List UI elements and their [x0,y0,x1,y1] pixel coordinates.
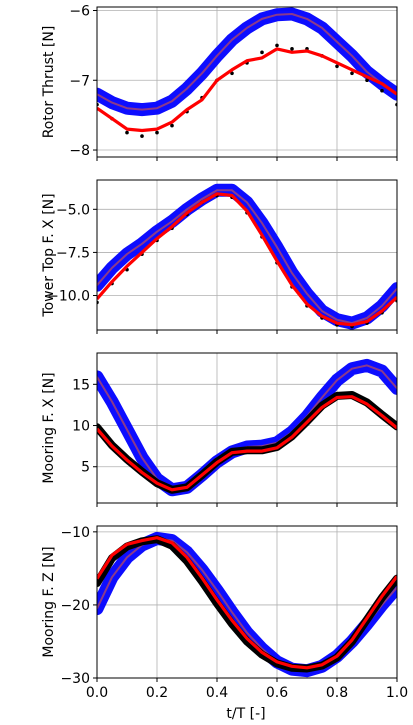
x-tick-label: 0.6 [266,685,288,701]
series-group [97,531,397,678]
y-tick-label: −20 [60,598,90,614]
scatter-point [365,78,369,83]
x-tick-label: 1.0 [386,685,408,701]
y-axis-label: Rotor Thrust [N] [41,26,57,139]
series-line [97,536,397,670]
series-line [97,47,397,133]
scatter-point [170,123,174,128]
panel-3: 5 10 15 Mooring F. X [N] [41,352,398,507]
axes-frame [96,525,398,679]
y-tick-label: −10 [60,525,90,541]
scatter-point [335,64,339,69]
series-group [97,7,397,138]
y-tick-label: −6 [69,3,90,19]
axes-frame [96,352,398,504]
y-tick-label: −7.5 [56,245,90,261]
y-tick-label: 10 [72,419,90,435]
x-tick-label: 0.8 [326,685,348,701]
y-tick-label: −7 [69,73,90,89]
x-tick-label: 0.2 [146,685,168,701]
series-line [97,192,397,327]
axes-frame [96,179,398,331]
series-group [97,358,397,497]
scatter-point [380,88,384,93]
x-tick-label: 0.4 [206,685,228,701]
axes-frame [96,6,398,158]
scatter-point [275,43,279,48]
scatter-point [290,47,294,51]
y-tick-label: 5 [81,460,90,476]
scatter-point [260,50,264,55]
panel-1: −8 −7 −6 Rotor Thrust [N] [41,3,398,161]
series-line [97,189,397,325]
y-axis-label: Tower Top F. X [N] [41,193,57,317]
x-tick-label: 0.0 [86,685,108,701]
series-group [97,183,397,330]
y-tick-label: −8 [69,143,90,159]
scatter-point [125,130,129,135]
y-axis-label: Mooring F. X [N] [41,372,57,483]
scatter-point [155,130,159,135]
y-tick-label: −10.0 [47,289,90,305]
scatter-point [350,71,354,76]
series-line [97,13,397,111]
y-tick-label: −30 [60,671,90,687]
x-axis-label: t/T [-] [226,706,265,722]
scatter-point [140,134,144,138]
y-tick-label: −5.0 [56,202,90,218]
panel-4: −30 −20 −10 0.0 0.2 0.4 0.6 0.8 1.0 Mooring F. Z … [41,525,408,701]
series-line [97,395,397,492]
y-axis-label: Mooring F. Z [N] [41,546,57,657]
y-tick-label: 15 [72,377,90,393]
